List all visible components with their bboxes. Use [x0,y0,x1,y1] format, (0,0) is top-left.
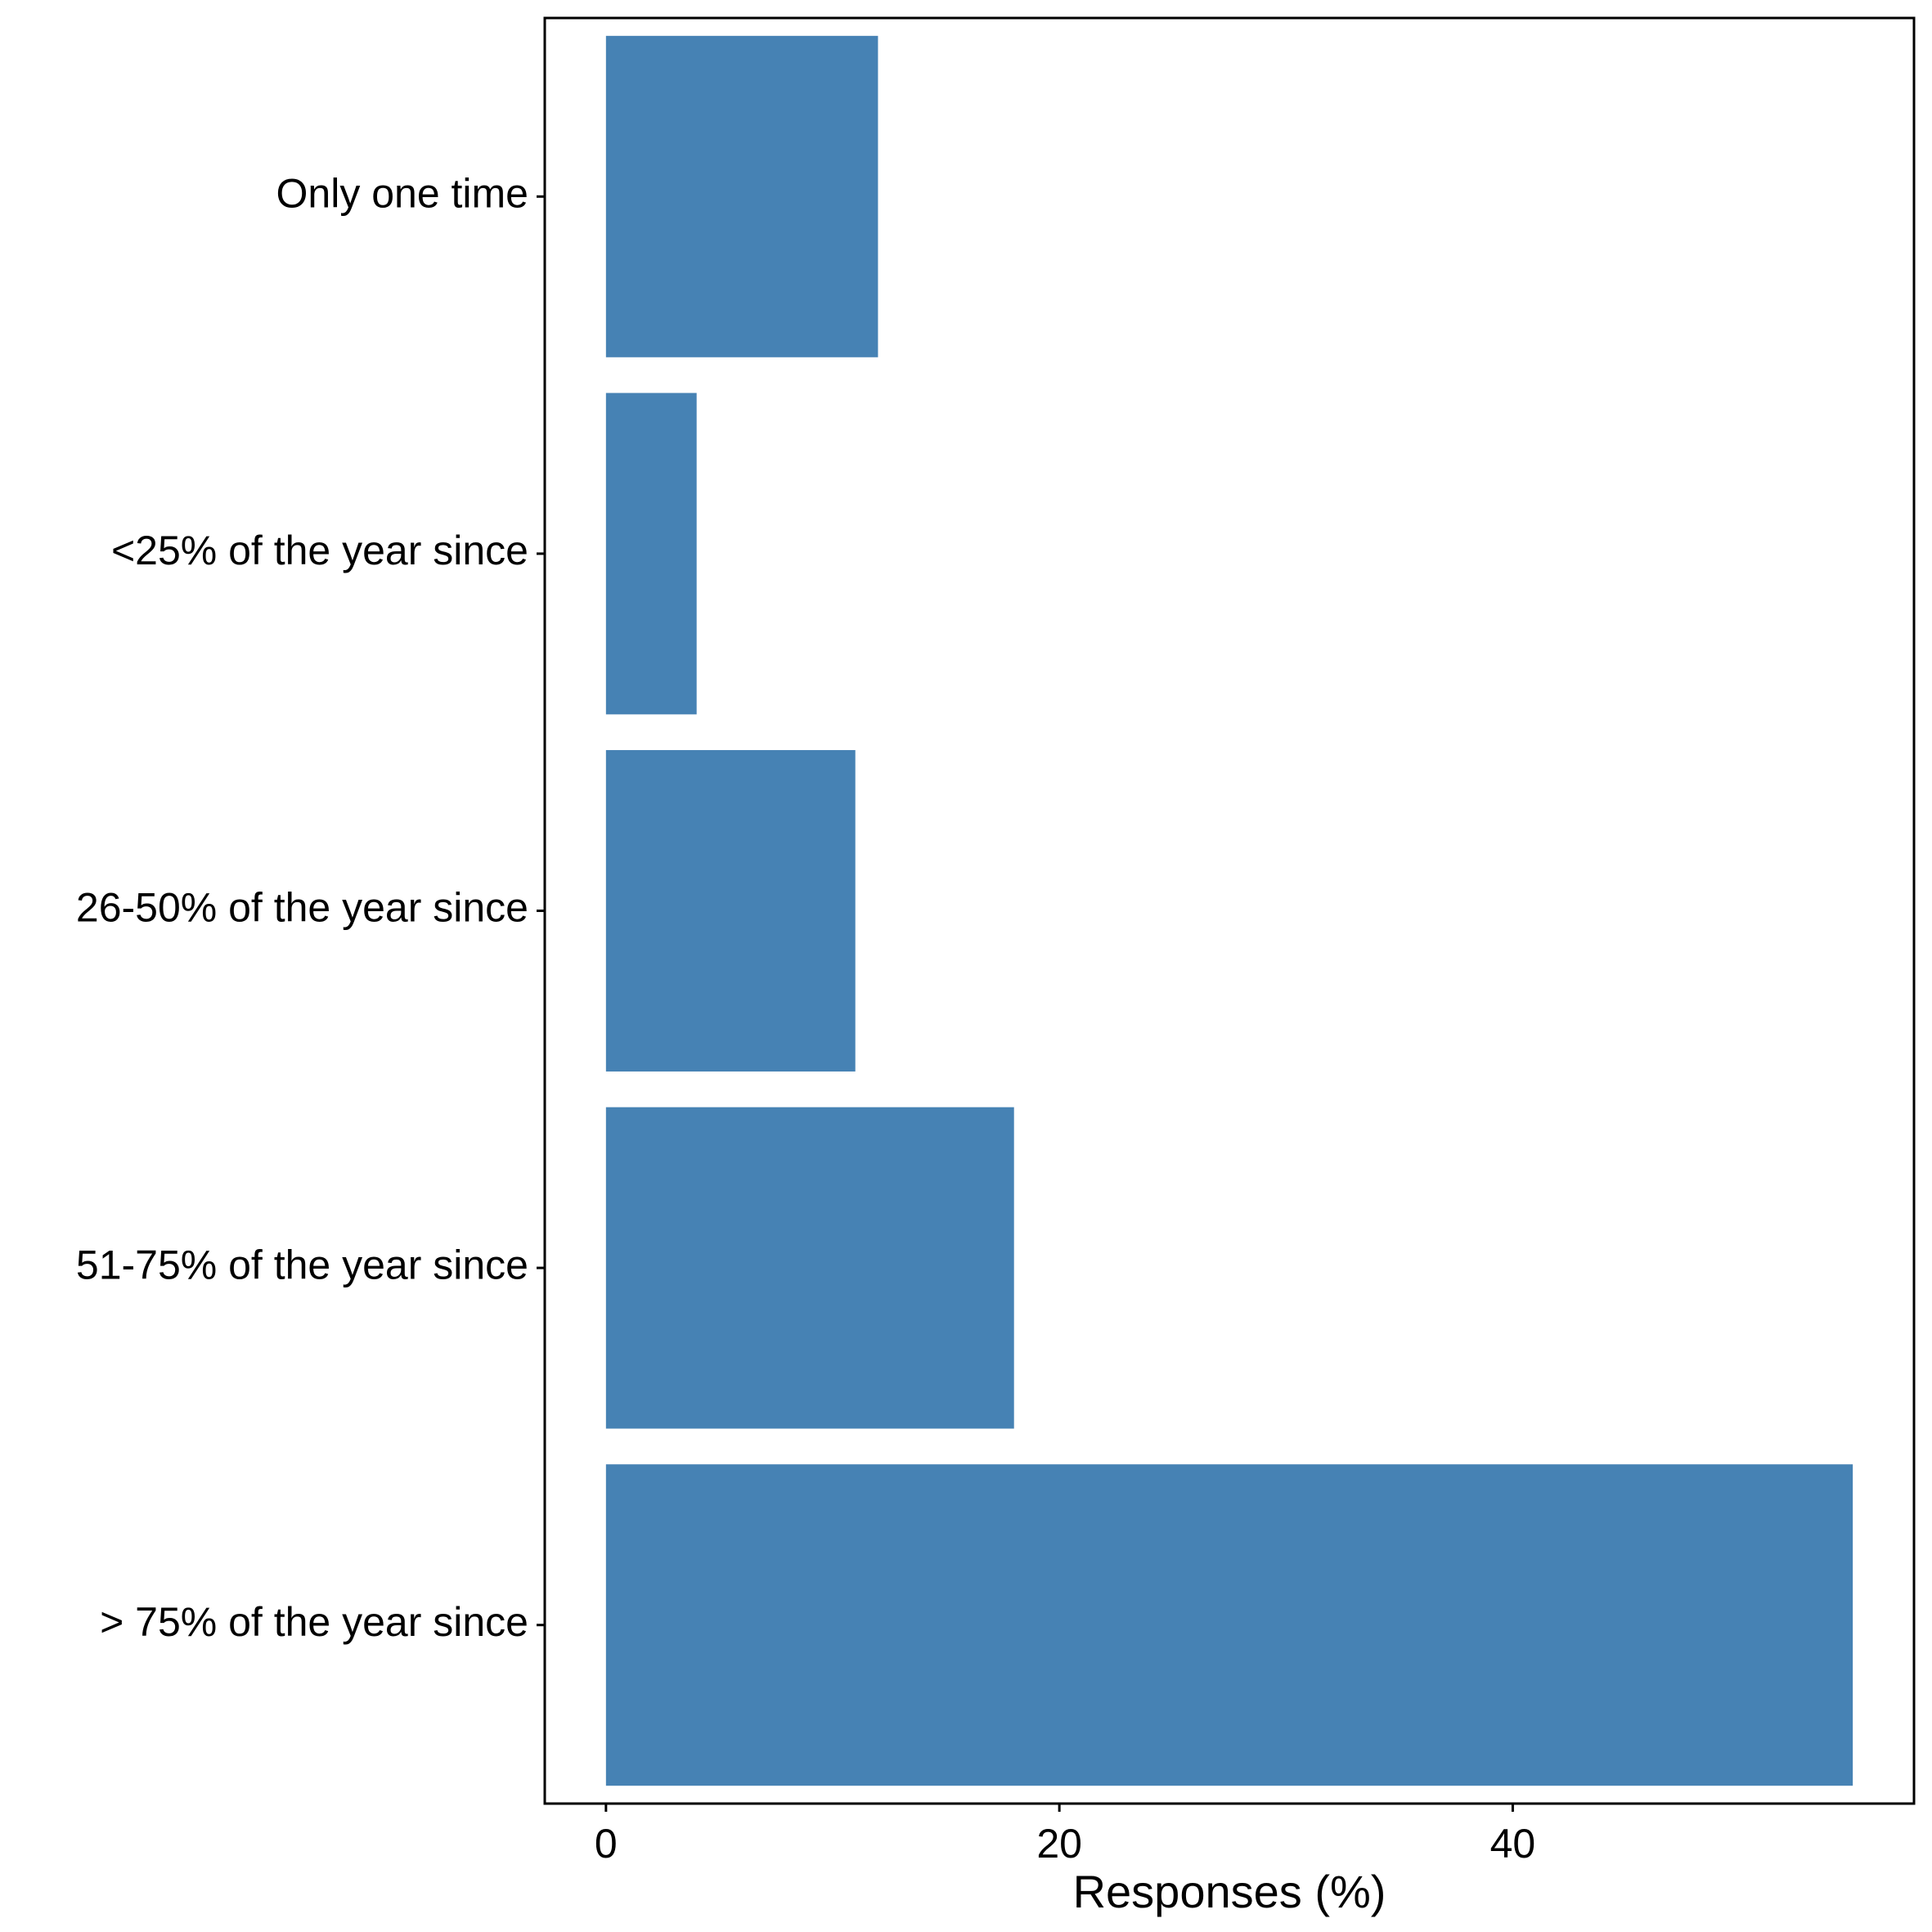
bar [605,1107,1014,1429]
y-tick-label: <25% of the year since [111,528,528,573]
y-tick-label: 26-50% of the year since [76,885,528,931]
y-tick-label: > 75% of the year since [100,1599,528,1645]
y-tick-label: 51-75% of the year since [76,1242,528,1287]
plot-panel-border [543,16,1916,1805]
x-tick-label: 0 [595,1821,618,1867]
x-axis-title: Responses (%) [1073,1866,1386,1917]
x-axis: 0 20 40 [595,1804,1535,1867]
y-tick-label: Only one time [276,171,528,217]
x-tick-label: 20 [1036,1821,1082,1867]
bar [605,393,697,715]
x-tick-label: 40 [1490,1821,1536,1867]
bar [605,1464,1853,1786]
bar [605,750,856,1072]
bar [605,35,878,357]
bars-group [605,35,1853,1786]
y-axis: Only one time <25% of the year since 26-50… [76,171,545,1645]
